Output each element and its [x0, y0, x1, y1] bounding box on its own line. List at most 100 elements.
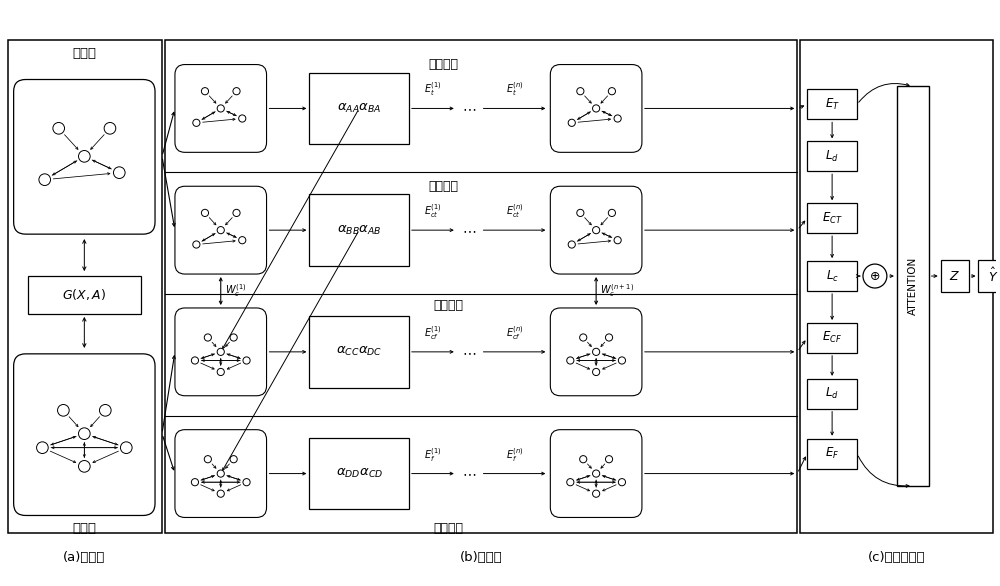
FancyBboxPatch shape [550, 64, 642, 152]
Bar [309, 316, 409, 388]
Circle shape [567, 479, 574, 486]
Circle shape [79, 428, 90, 440]
Text: 参数共享: 参数共享 [434, 299, 464, 312]
Bar [807, 439, 857, 469]
FancyBboxPatch shape [175, 186, 267, 274]
Circle shape [217, 490, 224, 498]
FancyBboxPatch shape [14, 354, 155, 516]
Circle shape [120, 442, 132, 454]
Circle shape [201, 209, 209, 216]
Text: $\alpha_{DD}\alpha_{CD}$: $\alpha_{DD}\alpha_{CD}$ [336, 467, 383, 480]
Text: $E_F$: $E_F$ [825, 446, 839, 461]
Circle shape [239, 115, 246, 122]
Circle shape [191, 357, 199, 364]
Circle shape [568, 119, 575, 127]
Circle shape [243, 357, 250, 364]
Circle shape [204, 334, 211, 341]
FancyBboxPatch shape [175, 64, 267, 152]
Circle shape [201, 88, 209, 95]
Text: $E_{CT}$: $E_{CT}$ [822, 210, 842, 226]
Bar [8, 40, 162, 533]
Text: $E_t^{(n)}$: $E_t^{(n)}$ [506, 81, 523, 98]
Bar [28, 276, 141, 314]
FancyBboxPatch shape [550, 186, 642, 274]
Text: $L_d$: $L_d$ [825, 149, 839, 164]
Text: $\cdots$: $\cdots$ [462, 223, 476, 237]
Circle shape [113, 167, 125, 179]
Text: $E_t^{(1)}$: $E_t^{(1)}$ [424, 81, 442, 98]
Text: $E_{CF}$: $E_{CF}$ [822, 331, 842, 345]
Text: $Z$: $Z$ [949, 270, 960, 282]
Text: 共同卷积: 共同卷积 [429, 180, 459, 193]
Circle shape [79, 151, 90, 162]
Circle shape [193, 119, 200, 127]
Circle shape [53, 122, 65, 134]
Circle shape [567, 357, 574, 364]
Text: $\cdots$: $\cdots$ [462, 345, 476, 359]
Bar [807, 203, 857, 233]
Circle shape [618, 357, 626, 364]
Text: $L_c$: $L_c$ [826, 268, 839, 284]
Circle shape [217, 105, 224, 112]
Bar [800, 40, 993, 533]
FancyBboxPatch shape [550, 430, 642, 517]
Circle shape [593, 369, 600, 376]
Circle shape [104, 122, 116, 134]
Circle shape [605, 334, 613, 341]
Circle shape [39, 174, 51, 186]
Bar [807, 261, 857, 291]
Circle shape [593, 470, 600, 477]
Text: (b)图卷积: (b)图卷积 [460, 551, 503, 564]
Bar [897, 87, 929, 486]
Text: $W_c^{(n+1)}$: $W_c^{(n+1)}$ [600, 282, 634, 299]
Circle shape [217, 348, 224, 356]
Circle shape [37, 442, 48, 454]
Circle shape [239, 237, 246, 244]
Circle shape [233, 88, 240, 95]
Circle shape [580, 334, 587, 341]
Circle shape [217, 369, 224, 376]
Bar [309, 194, 409, 266]
Bar [941, 260, 969, 292]
Circle shape [230, 334, 237, 341]
Bar [165, 40, 797, 533]
Text: $G(X,A)$: $G(X,A)$ [62, 288, 106, 302]
Circle shape [79, 461, 90, 472]
Circle shape [593, 105, 600, 112]
Text: $E_T$: $E_T$ [825, 97, 840, 112]
Bar [807, 323, 857, 353]
Circle shape [217, 470, 224, 477]
Bar [807, 141, 857, 171]
FancyBboxPatch shape [14, 80, 155, 234]
Circle shape [577, 88, 584, 95]
Circle shape [614, 115, 621, 122]
FancyBboxPatch shape [175, 308, 267, 396]
Text: $E_{ct}^{(1)}$: $E_{ct}^{(1)}$ [424, 202, 442, 220]
Text: $\alpha_{BB}\alpha_{AB}$: $\alpha_{BB}\alpha_{AB}$ [337, 224, 381, 237]
Bar [807, 90, 857, 120]
Circle shape [580, 455, 587, 463]
Text: $\alpha_{AA}\alpha_{BA}$: $\alpha_{AA}\alpha_{BA}$ [337, 102, 381, 115]
Text: (c)注意力机制: (c)注意力机制 [868, 551, 926, 564]
Circle shape [608, 209, 615, 216]
Circle shape [58, 404, 69, 416]
Text: 特征卷积: 特征卷积 [434, 522, 464, 535]
Circle shape [593, 227, 600, 234]
Circle shape [614, 237, 621, 244]
Text: $\cdots$: $\cdots$ [462, 101, 476, 115]
Text: $L_d$: $L_d$ [825, 386, 839, 401]
Text: $\hat{Y}$: $\hat{Y}$ [988, 267, 999, 285]
Bar [309, 438, 409, 509]
Circle shape [243, 479, 250, 486]
Circle shape [204, 455, 211, 463]
Text: ATTENTION: ATTENTION [908, 257, 918, 315]
Circle shape [230, 455, 237, 463]
Circle shape [193, 241, 200, 248]
Text: $E_{ct}^{(n)}$: $E_{ct}^{(n)}$ [506, 202, 523, 220]
Bar [807, 379, 857, 408]
Text: $\cdots$: $\cdots$ [462, 466, 476, 481]
Circle shape [593, 348, 600, 356]
Text: $E_f^{(1)}$: $E_f^{(1)}$ [424, 446, 442, 464]
Text: 拓扑图: 拓扑图 [72, 47, 96, 60]
Text: 拓扑卷积: 拓扑卷积 [429, 58, 459, 71]
